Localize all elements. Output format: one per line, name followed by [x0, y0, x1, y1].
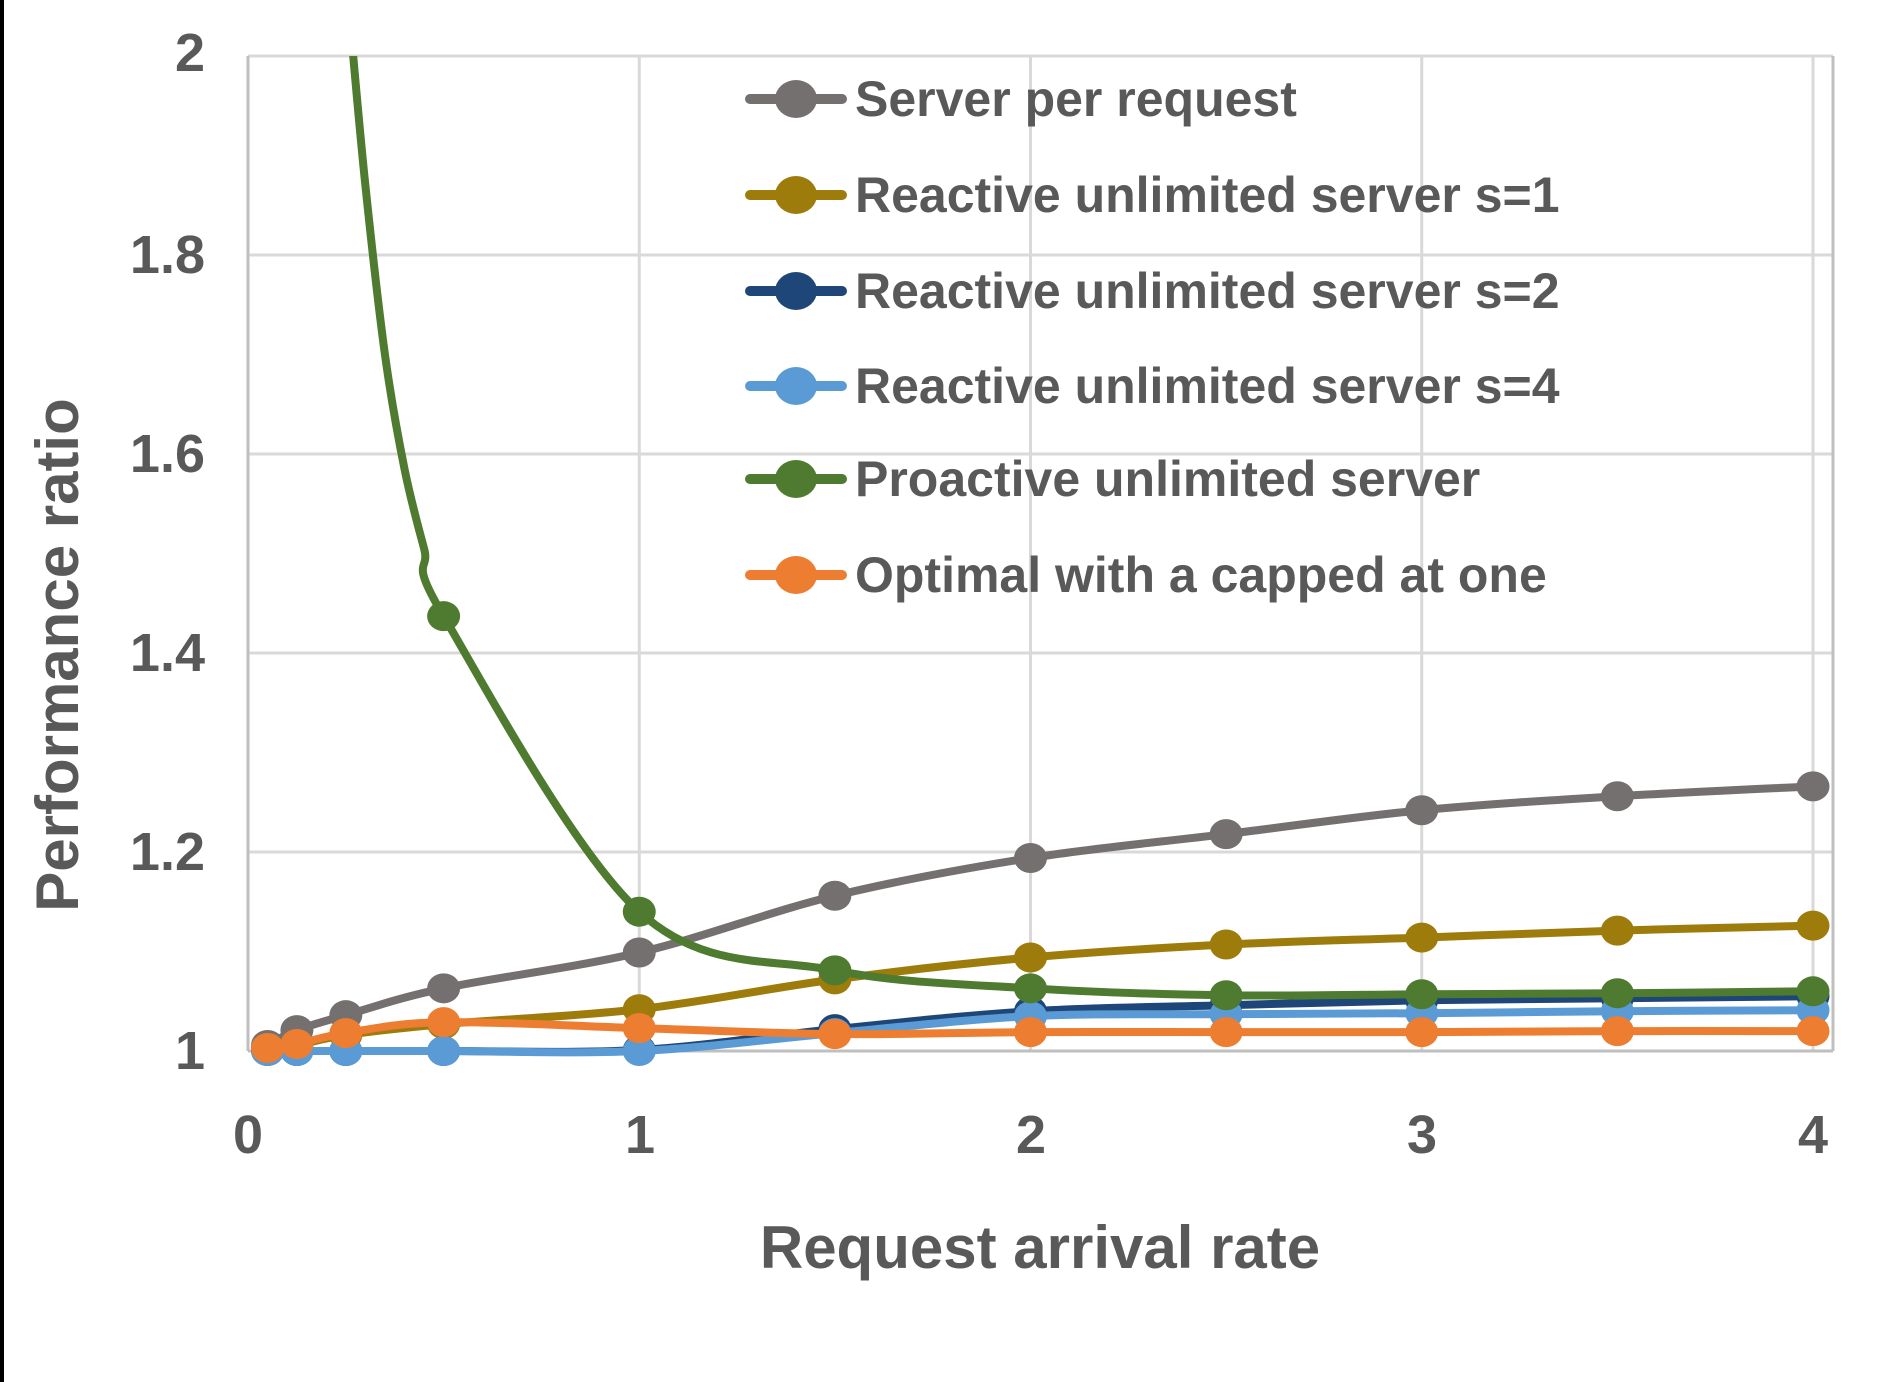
- y-tick-label: 1.4: [129, 623, 205, 683]
- y-tick-label: 1.6: [129, 424, 205, 484]
- legend-line-marker-icon: [745, 51, 847, 147]
- legend-line-marker-icon: [745, 338, 847, 434]
- legend-line-marker-icon: [745, 527, 847, 623]
- legend-item: Optimal with a capped at one: [745, 527, 1547, 623]
- legend-item: Server per request: [745, 51, 1297, 147]
- y-tick-label: 1.8: [129, 225, 205, 285]
- y-tick-label: 2: [174, 23, 205, 83]
- x-tick-label: 2: [1015, 1105, 1047, 1165]
- legend-line-marker-icon: [745, 147, 847, 243]
- legend-label: Reactive unlimited server s=1: [855, 167, 1560, 223]
- legend-label: Proactive unlimited server: [855, 451, 1481, 507]
- legend-line-marker-icon: [745, 431, 847, 527]
- x-tick-label: 4: [1797, 1105, 1829, 1165]
- screenshot-left-edge: [0, 0, 4, 1382]
- y-axis-title: Performance ratio: [24, 398, 91, 912]
- legend-line-marker-icon: [745, 243, 847, 339]
- legend-label: Optimal with a capped at one: [855, 547, 1547, 603]
- legend-label: Reactive unlimited server s=4: [855, 358, 1560, 414]
- legend-item: Reactive unlimited server s=1: [745, 147, 1560, 243]
- legend-item: Reactive unlimited server s=2: [745, 243, 1560, 339]
- legend-item: Reactive unlimited server s=4: [745, 338, 1560, 434]
- x-axis-title: Request arrival rate: [759, 1214, 1321, 1281]
- legend-item: Proactive unlimited server: [745, 431, 1480, 527]
- x-tick-label: 1: [624, 1105, 656, 1165]
- legend-label: Server per request: [855, 71, 1297, 127]
- x-tick-label: 0: [232, 1105, 264, 1165]
- legend-label: Reactive unlimited server s=2: [855, 263, 1560, 319]
- y-tick-label: 1: [174, 1021, 205, 1081]
- y-tick-label: 1.2: [129, 822, 205, 882]
- x-tick-label: 3: [1406, 1105, 1438, 1165]
